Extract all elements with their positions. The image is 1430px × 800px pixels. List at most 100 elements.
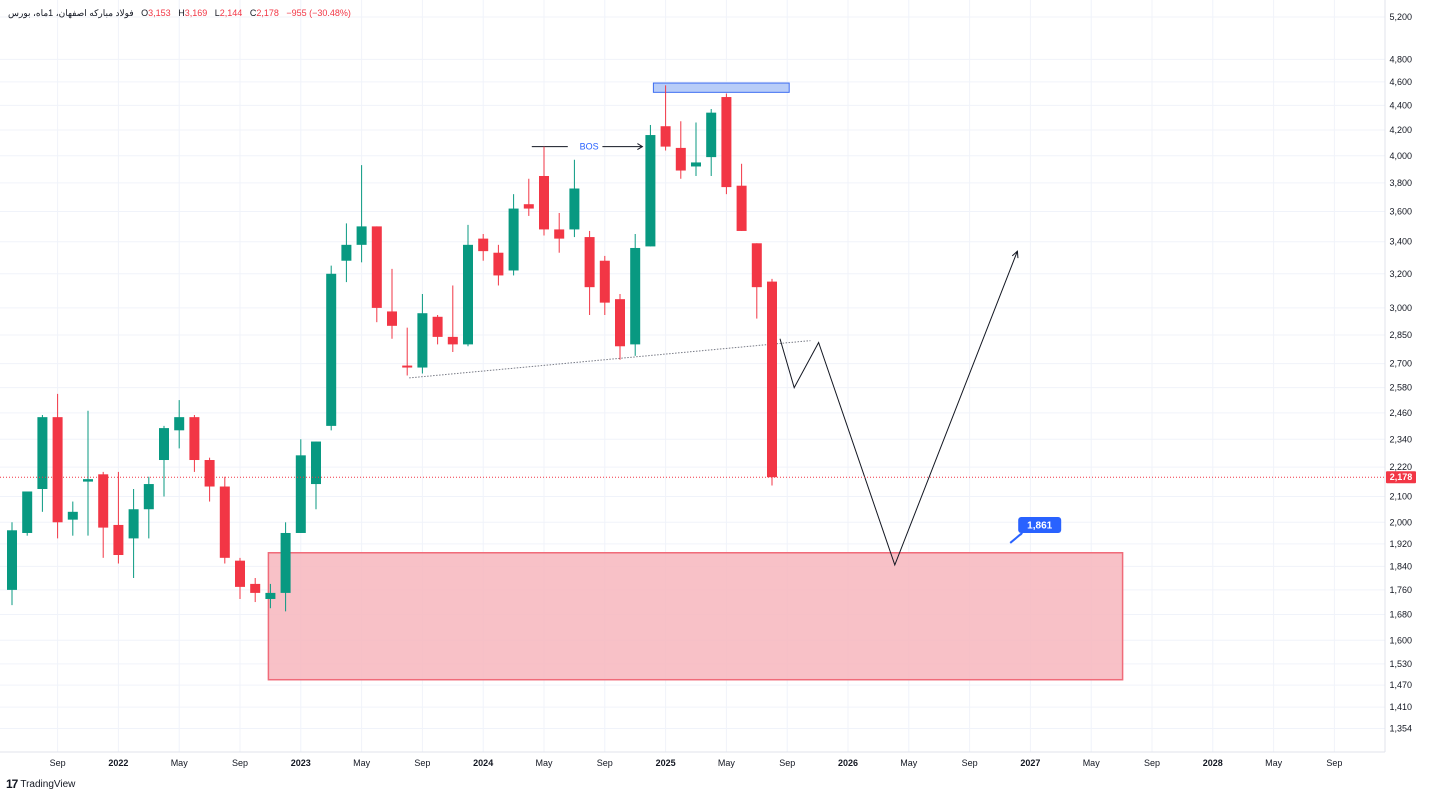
tradingview-brand[interactable]: 17 TradingView [6,777,75,791]
candle-body-down [371,226,382,308]
candle-body-down [539,175,549,230]
bos-label: BOS [580,142,599,152]
price-tick-label: 3,400 [1389,237,1412,247]
candle-body-down [660,126,671,147]
projected-arrowhead [1011,250,1019,259]
last-price-badge [1386,471,1416,484]
candle-body-up [645,135,656,247]
candle-body-down [189,417,200,461]
symbol-name: فولاد مبارکه اصفهان، 1ماه، بورس [8,8,134,18]
candles [7,85,777,612]
candle-body-down [736,185,747,231]
price-tick-label: 1,470 [1389,680,1412,690]
projected-path [779,250,1018,567]
candle-body-down [204,460,215,487]
candle-body-down [751,243,762,288]
low-label: L [214,8,220,18]
time-tick-label: May [1265,758,1283,768]
price-tick-label: 2,100 [1389,491,1412,501]
candle-body-down [113,524,124,556]
candle-body-down [675,147,686,171]
candle-body-down [98,474,109,528]
candle-body-down [721,97,732,188]
last-price-label: 2,178 [1390,472,1413,482]
time-axis[interactable]: Sep 2022 May Sep 2023 May Sep 2024 May Sep 2025 May… [0,751,1385,768]
time-tick-label: Sep [779,758,795,768]
price-tick-label: 4,400 [1389,100,1412,110]
candle-body-down [599,260,610,303]
chart-drawings[interactable]: BOS [267,82,1124,681]
candle-body-down [387,311,397,326]
candle-body-up [630,247,641,345]
price-tick-label: 2,850 [1389,330,1412,340]
candle-body-down [447,336,458,345]
candle-body-up [159,428,169,461]
time-tick-label: 2023 [291,758,311,768]
time-tick-label: May [353,758,371,768]
candle-body-up [128,509,139,539]
price-tick-label: 4,800 [1389,54,1412,64]
time-tick-label: May [535,758,553,768]
time-tick-label: Sep [962,758,978,768]
resistance-box [652,82,790,93]
tradingview-logo-icon: 17 [6,777,18,791]
candle-body-down [402,365,413,368]
price-tick-label: 1,760 [1389,585,1412,595]
candle-body-up [37,417,48,489]
candle-body-up [22,491,33,533]
candle-body-down [478,238,489,252]
candle-body-up [508,208,519,271]
candle-body-down [250,583,261,593]
time-tick-label: Sep [414,758,430,768]
price-tick-label: 4,600 [1389,77,1412,87]
price-tick-label: 3,200 [1389,269,1412,279]
candle-body-up [280,532,291,593]
price-tick-label: 1,840 [1389,561,1412,571]
low-value: 2,144 [219,8,243,18]
price-tick-label: 2,000 [1389,517,1412,527]
time-tick-label: May [171,758,189,768]
candle-body-down [432,316,443,337]
chart-overlay: 2,178 1,861 [0,471,1416,544]
time-tick-label: Sep [1326,758,1342,768]
candle-body-up [326,273,337,426]
candle-body-up [7,530,17,590]
time-tick-label: 2026 [838,758,858,768]
price-tick-label: 3,000 [1389,303,1412,313]
candle-body-down [493,252,504,276]
time-tick-label: 2028 [1203,758,1223,768]
time-tick-label: 2022 [108,758,128,768]
time-tick-label: 2027 [1020,758,1040,768]
price-tick-label: 1,530 [1389,659,1412,669]
candle-body-up [691,162,701,167]
candle-body-up [174,417,185,431]
price-tick-label: 2,700 [1389,359,1412,369]
candle-body-up [417,313,428,368]
price-tick-label: 5,200 [1389,12,1412,22]
candle-body-up [265,592,276,599]
candle-body-up [295,455,306,533]
price-tick-label: 2,340 [1389,434,1412,444]
price-tick-label: 2,580 [1389,383,1412,393]
target-callout-box [1018,516,1062,533]
price-tick-label: 1,920 [1389,539,1412,549]
time-tick-label: Sep [232,758,248,768]
price-axis[interactable]: 5,200 4,800 4,600 4,400 4,200 4,000 3,800 3,600… [1384,0,1412,752]
close-label: C [249,8,257,18]
candle-body-up [356,226,367,245]
price-tick-label: 4,000 [1389,151,1412,161]
high-label: H [178,8,185,18]
candle-body-up [706,112,717,158]
open-label: O [141,8,149,18]
price-tick-label: 1,600 [1389,635,1412,645]
target-callout-pointer [1009,532,1023,544]
candle-body-up [341,244,352,261]
candle-body-down [615,299,625,347]
time-tick-label: 2024 [473,758,493,768]
time-tick-label: Sep [1144,758,1160,768]
price-tick-label: 3,800 [1389,178,1412,188]
candle-body-down [523,204,534,209]
price-tick-label: 4,200 [1389,125,1412,135]
high-value: 3,169 [184,8,208,18]
